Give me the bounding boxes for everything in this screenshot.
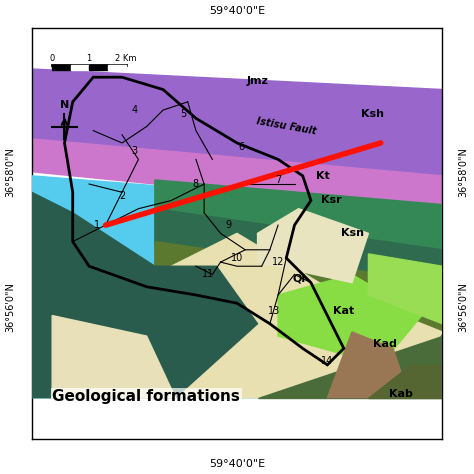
- Text: Ql: Ql: [292, 273, 305, 283]
- Text: 10: 10: [231, 253, 243, 263]
- Polygon shape: [32, 176, 442, 398]
- Text: 3: 3: [131, 146, 137, 156]
- Text: 11: 11: [202, 269, 214, 280]
- Polygon shape: [328, 332, 410, 398]
- Text: Kab: Kab: [389, 389, 413, 399]
- Bar: [52, 65, 71, 70]
- Text: Ksn: Ksn: [340, 228, 364, 238]
- Text: 13: 13: [268, 306, 280, 317]
- Polygon shape: [32, 192, 257, 398]
- Polygon shape: [155, 180, 442, 254]
- Polygon shape: [32, 69, 442, 184]
- Text: 36°58'0"N: 36°58'0"N: [5, 147, 15, 197]
- Text: Kat: Kat: [333, 306, 355, 317]
- Polygon shape: [368, 254, 442, 324]
- Polygon shape: [155, 242, 442, 336]
- Polygon shape: [257, 336, 442, 398]
- Text: Geological formations: Geological formations: [52, 390, 240, 404]
- Text: 36°58'0"N: 36°58'0"N: [459, 147, 469, 197]
- Bar: [71, 65, 89, 70]
- Text: Kad: Kad: [373, 339, 397, 349]
- Bar: [89, 65, 108, 70]
- Text: Jmz: Jmz: [246, 76, 268, 86]
- Text: 12: 12: [272, 257, 284, 267]
- Polygon shape: [155, 209, 442, 287]
- Text: 7: 7: [275, 175, 281, 185]
- Text: Ksr: Ksr: [321, 195, 342, 205]
- Text: 1: 1: [87, 54, 92, 63]
- Text: 59°40'0"E: 59°40'0"E: [209, 459, 265, 469]
- Text: 2 Km: 2 Km: [115, 54, 137, 63]
- Polygon shape: [52, 316, 175, 398]
- Bar: [108, 65, 126, 70]
- Text: Istisu Fault: Istisu Fault: [255, 116, 317, 137]
- Text: 4: 4: [131, 105, 137, 115]
- Text: N: N: [60, 100, 69, 110]
- Text: 9: 9: [226, 220, 232, 230]
- Polygon shape: [278, 274, 422, 365]
- Text: 1: 1: [94, 220, 100, 230]
- Text: 36°56'0"N: 36°56'0"N: [459, 283, 469, 332]
- Text: 14: 14: [321, 356, 334, 366]
- Polygon shape: [32, 139, 442, 213]
- Text: 36°56'0"N: 36°56'0"N: [5, 283, 15, 332]
- Polygon shape: [257, 209, 368, 283]
- Text: 5: 5: [181, 109, 187, 119]
- Text: 6: 6: [238, 142, 244, 152]
- Text: Kt: Kt: [316, 171, 330, 181]
- Text: 0: 0: [50, 54, 55, 63]
- Text: 8: 8: [193, 179, 199, 189]
- Polygon shape: [73, 233, 442, 398]
- Text: Ksh: Ksh: [361, 109, 384, 119]
- Polygon shape: [368, 365, 442, 398]
- Text: 59°40'0"E: 59°40'0"E: [209, 6, 265, 16]
- Text: 2: 2: [119, 191, 125, 201]
